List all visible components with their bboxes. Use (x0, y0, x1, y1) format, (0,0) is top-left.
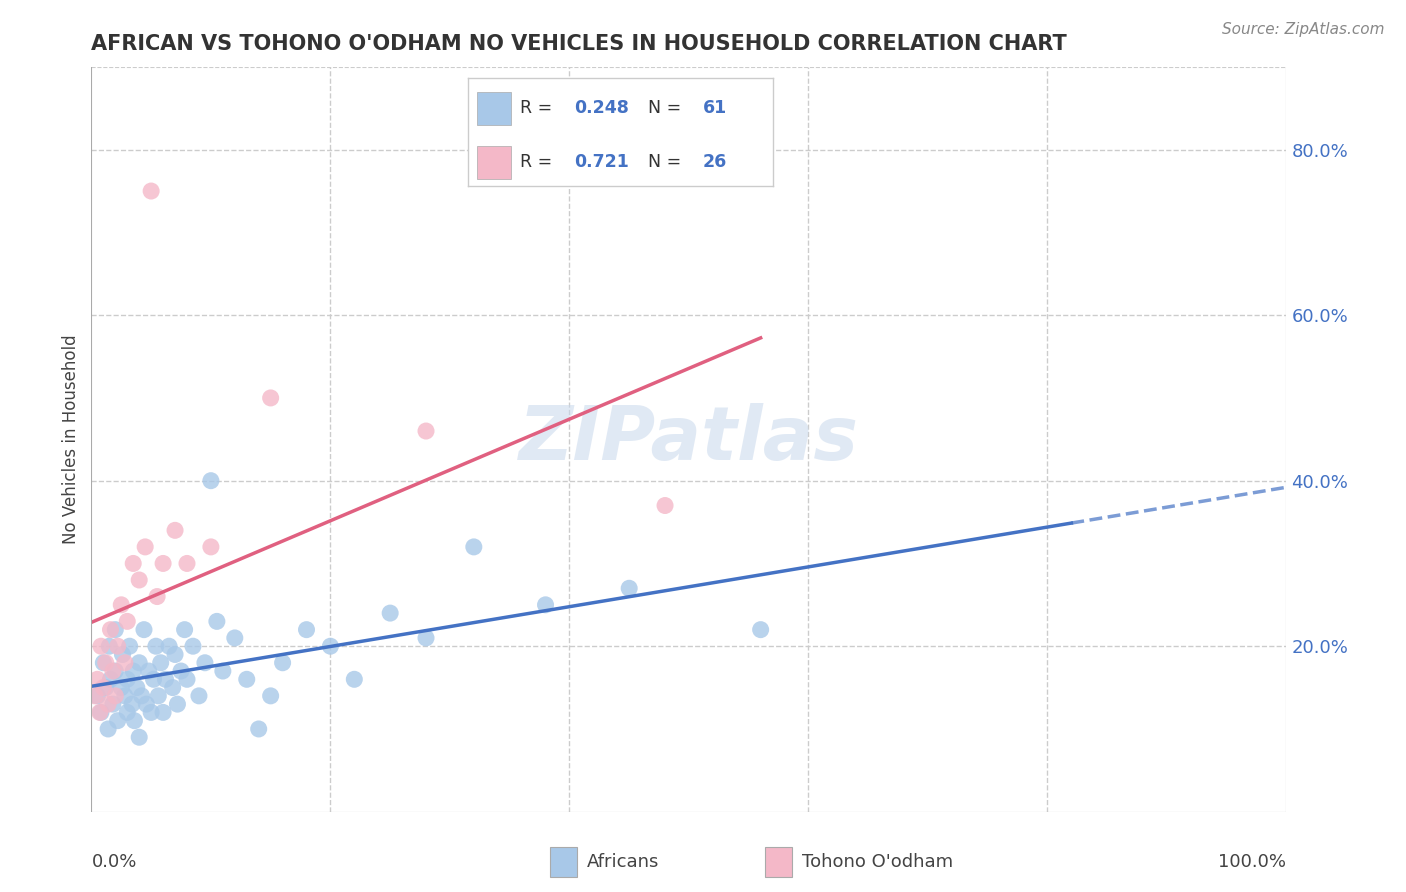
Point (101, 664, 124, 678)
Point (124, 714, 146, 728)
Point (181, 639, 204, 653)
Point (90, 639, 112, 653)
Point (128, 730, 150, 744)
Point (111, 648, 134, 662)
Point (100, 623, 122, 637)
Point (93, 656, 114, 670)
Text: AFRICAN VS TOHONO O'ODHAM NO VEHICLES IN HOUSEHOLD CORRELATION CHART: AFRICAN VS TOHONO O'ODHAM NO VEHICLES IN… (91, 34, 1067, 54)
Point (152, 706, 174, 720)
Point (271, 656, 294, 670)
Point (200, 474, 222, 488)
Point (163, 524, 186, 538)
Point (211, 664, 233, 678)
Point (101, 697, 124, 711)
Text: 0.0%: 0.0% (91, 853, 136, 871)
Point (319, 639, 342, 653)
Point (98, 639, 121, 653)
Point (110, 681, 132, 695)
Point (415, 424, 437, 438)
Point (176, 673, 198, 687)
Point (114, 656, 136, 670)
Point (134, 540, 156, 554)
Point (138, 664, 160, 678)
Point (152, 557, 174, 571)
Point (84, 689, 107, 703)
Point (166, 697, 188, 711)
Point (118, 639, 141, 653)
Point (235, 673, 259, 687)
Point (86, 689, 108, 703)
Point (121, 697, 143, 711)
Point (89, 706, 111, 720)
Point (295, 623, 318, 637)
Point (104, 664, 127, 678)
Point (135, 697, 157, 711)
Point (94, 681, 117, 695)
Point (176, 557, 198, 571)
Point (200, 540, 222, 554)
Point (343, 673, 366, 687)
Point (128, 656, 150, 670)
Point (173, 623, 195, 637)
Point (224, 631, 246, 645)
Text: Tohono O'odham: Tohono O'odham (803, 853, 953, 871)
Point (148, 689, 170, 703)
Point (378, 606, 402, 620)
Point (415, 631, 437, 645)
Point (94, 656, 117, 670)
Point (104, 689, 127, 703)
Point (115, 615, 138, 629)
Point (122, 664, 145, 678)
Text: Africans: Africans (588, 853, 659, 871)
Point (90, 706, 112, 720)
Point (654, 499, 676, 513)
Point (100, 673, 122, 687)
Point (131, 689, 153, 703)
Y-axis label: No Vehicles in Household: No Vehicles in Household (62, 334, 80, 544)
Text: ZIPatlas: ZIPatlas (519, 403, 859, 475)
Point (170, 664, 193, 678)
Point (107, 639, 129, 653)
Point (141, 706, 162, 720)
Point (259, 391, 281, 405)
Point (93, 681, 114, 695)
Point (104, 623, 127, 637)
Point (122, 557, 145, 571)
Point (146, 590, 169, 604)
Point (534, 598, 557, 612)
Point (125, 681, 148, 695)
Point (259, 689, 281, 703)
Point (194, 656, 217, 670)
Point (187, 689, 211, 703)
Point (463, 540, 485, 554)
Point (132, 623, 155, 637)
Point (157, 639, 180, 653)
Point (141, 184, 162, 198)
Point (107, 714, 129, 728)
Point (86, 673, 108, 687)
Point (145, 639, 167, 653)
Point (155, 673, 177, 687)
Point (162, 681, 184, 695)
Point (619, 582, 641, 596)
Text: 100.0%: 100.0% (1219, 853, 1286, 871)
Point (163, 648, 186, 662)
Point (205, 615, 228, 629)
Point (247, 722, 270, 736)
Point (115, 706, 138, 720)
Text: Source: ZipAtlas.com: Source: ZipAtlas.com (1222, 22, 1385, 37)
Point (97, 697, 120, 711)
Point (97, 722, 120, 736)
Point (149, 656, 172, 670)
Point (114, 689, 136, 703)
Point (749, 623, 772, 637)
Point (128, 573, 150, 587)
Point (115, 673, 138, 687)
Point (142, 673, 165, 687)
Point (110, 598, 132, 612)
